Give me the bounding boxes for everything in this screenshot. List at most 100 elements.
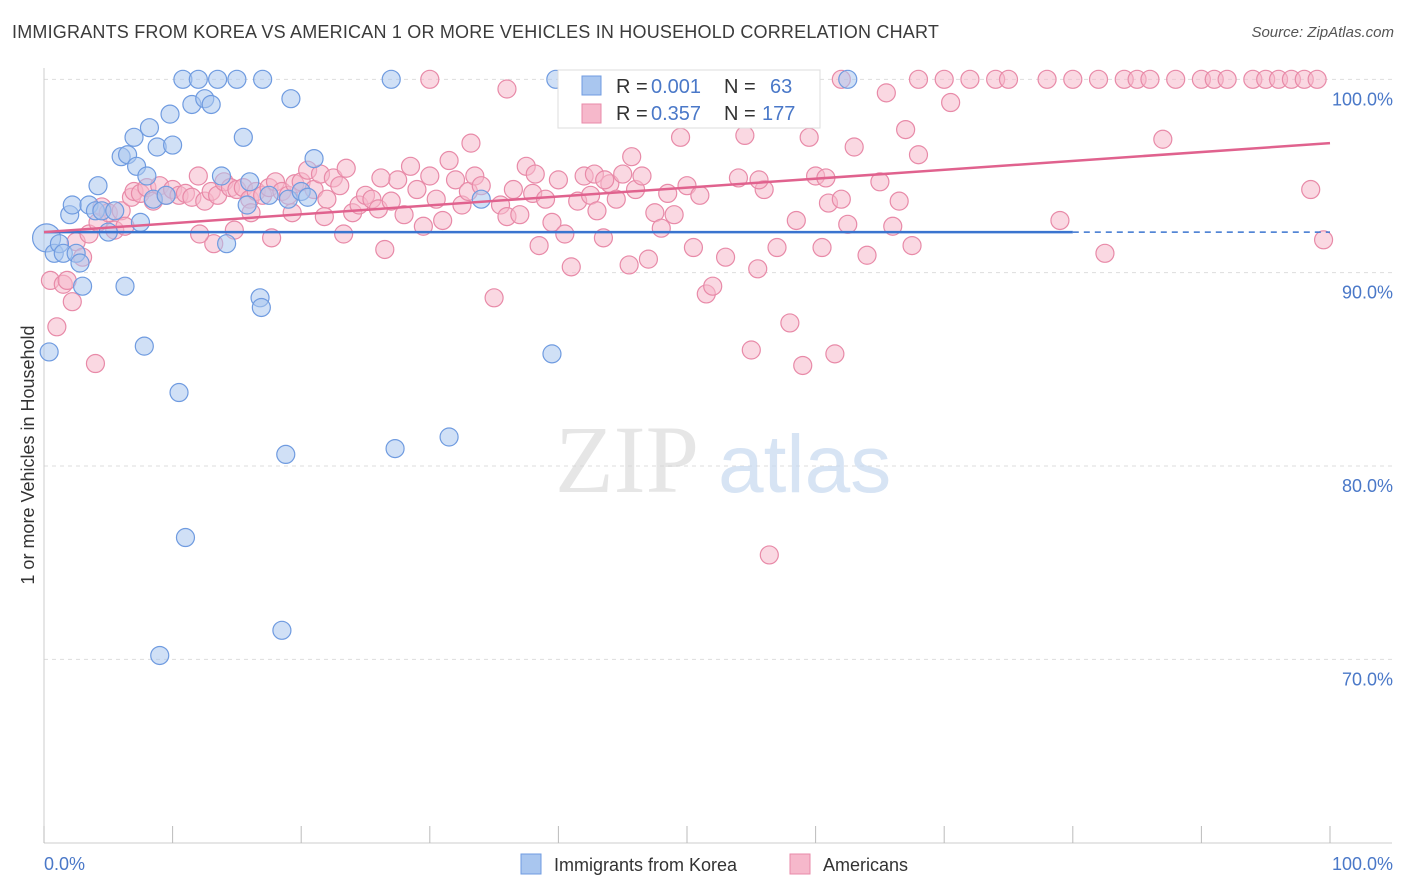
y-tick-label: 90.0% (1342, 283, 1393, 303)
american-point (664, 205, 684, 225)
american-point (548, 170, 569, 190)
american-point (394, 205, 414, 225)
korea-n-label: N = (724, 76, 756, 98)
chart-title: IMMIGRANTS FROM KOREA VS AMERICAN 1 OR M… (12, 22, 940, 42)
american-n-value: 177 (762, 103, 795, 125)
american-point (844, 137, 864, 157)
x-tick-label: 100.0% (1332, 854, 1393, 874)
american-point (683, 237, 704, 258)
american-point (749, 170, 769, 190)
american-point (400, 156, 421, 176)
american-point (561, 257, 581, 277)
korea-point (208, 69, 228, 89)
american-point (896, 120, 916, 140)
american-point (883, 216, 903, 236)
american-point (715, 247, 736, 267)
american-n-label: N = (724, 103, 756, 125)
korea-point (217, 234, 237, 254)
american-point (445, 170, 466, 190)
american-point (1217, 69, 1237, 89)
american-point (677, 176, 697, 196)
american-point (759, 545, 779, 565)
legend-label-americans: Americans (823, 855, 908, 875)
american-point (1037, 69, 1057, 89)
korea-point (39, 342, 59, 362)
american-point (334, 224, 354, 244)
korea-point (298, 187, 318, 207)
american-stats-swatch (581, 103, 602, 124)
american-point (525, 164, 545, 184)
american-point (420, 69, 440, 89)
korea-point (439, 427, 459, 447)
watermark-zip: ZIP (555, 406, 699, 513)
american-point (381, 191, 401, 211)
american-point (85, 353, 106, 374)
axes (43, 68, 1392, 844)
american-points (40, 69, 1334, 565)
american-point (461, 133, 481, 153)
legend-swatch-korea (520, 853, 542, 875)
y-tick-label: 100.0% (1332, 89, 1393, 109)
american-trend-line (43, 141, 1331, 234)
korea-point (134, 336, 154, 356)
american-point (413, 216, 433, 236)
american-point (606, 189, 626, 209)
korea-point (233, 127, 253, 147)
american-point (47, 317, 67, 337)
american-point (1050, 210, 1070, 231)
american-point (62, 292, 82, 312)
y-tick-label: 70.0% (1342, 669, 1393, 689)
grid-lines (44, 78, 1392, 660)
american-point (902, 236, 922, 256)
american-point (622, 147, 642, 167)
american-point (799, 127, 819, 147)
korea-point (115, 276, 135, 296)
y-tick-label: 80.0% (1342, 476, 1393, 496)
american-point (593, 228, 614, 248)
stats-box: R = 0.001 N = 63 R = 0.357 N = 177 (557, 69, 821, 129)
american-point (1307, 69, 1327, 89)
korea-r-label: R = (616, 76, 648, 98)
korea-point (253, 69, 273, 89)
american-point (420, 166, 440, 186)
korea-point (175, 527, 196, 548)
korea-stats-swatch (581, 75, 602, 96)
korea-point (385, 439, 405, 459)
american-point (510, 205, 530, 225)
korea-r-value: 0.001 (651, 76, 701, 98)
american-point (587, 201, 607, 221)
korea-point (272, 620, 292, 640)
american-point (690, 185, 710, 205)
american-point (407, 179, 427, 200)
korea-point (237, 195, 257, 215)
american-point (735, 125, 755, 145)
american-point (934, 69, 954, 89)
american-point (595, 170, 615, 190)
korea-point (211, 166, 232, 186)
american-point (658, 183, 678, 203)
american-point (908, 69, 929, 89)
american-point (1301, 179, 1321, 200)
watermark-atlas: atlas (718, 419, 891, 510)
american-point (941, 92, 961, 113)
american-point (670, 127, 691, 147)
legend-swatch-americans (789, 853, 811, 875)
american-point (728, 168, 749, 188)
american-point (889, 191, 909, 211)
korea-point (304, 149, 324, 169)
source-credit: Source: ZipAtlas.com (1251, 24, 1394, 41)
american-point (188, 166, 208, 186)
american-point (870, 172, 890, 192)
korea-point (88, 176, 108, 196)
american-point (748, 259, 768, 279)
american-point (371, 168, 391, 188)
american-point (317, 189, 337, 209)
korea-point (251, 297, 271, 318)
american-point (741, 340, 761, 360)
american-r-label: R = (616, 103, 648, 125)
korea-point (281, 89, 301, 109)
american-point (503, 179, 523, 200)
american-point (638, 249, 659, 269)
korea-point (130, 212, 151, 232)
american-point (780, 313, 800, 333)
